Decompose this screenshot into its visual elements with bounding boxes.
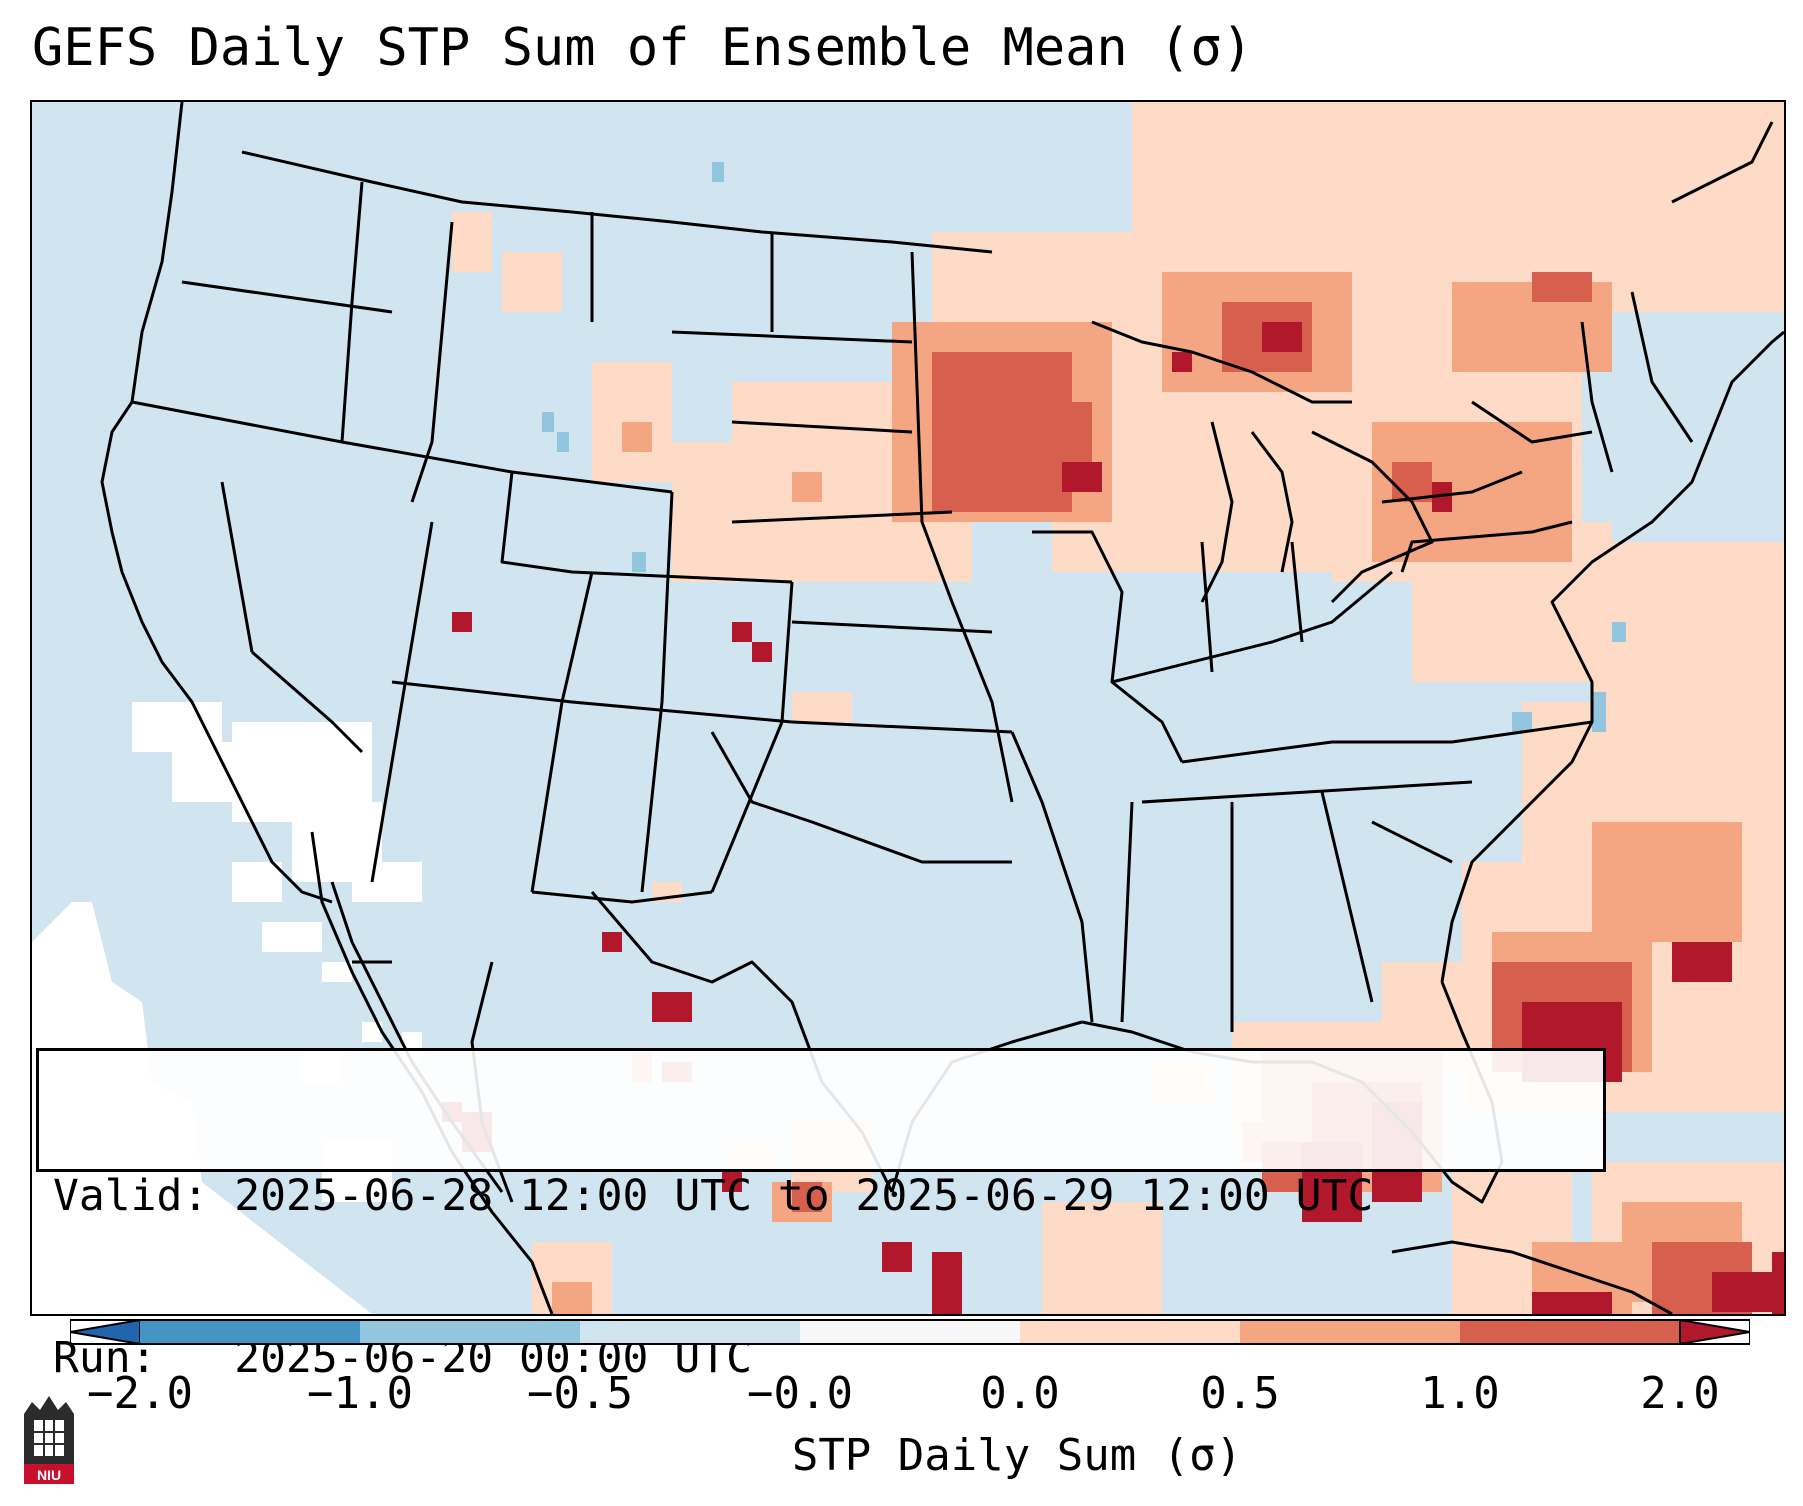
colorbar-tick-label: 0.5	[1200, 1368, 1280, 1419]
colorbar-segment	[1240, 1320, 1460, 1344]
colorbar-tick-label: −0.5	[527, 1368, 633, 1419]
colorbar-segments	[70, 1318, 1750, 1346]
stp-region-negative	[542, 162, 1626, 732]
colorbar-segment	[140, 1320, 360, 1344]
colorbar-segment	[1020, 1320, 1240, 1344]
colorbar-extend-low	[70, 1318, 141, 1346]
niu-logo-text: NIU	[37, 1467, 61, 1483]
colorbar-segment	[360, 1320, 580, 1344]
colorbar-segment	[1460, 1320, 1680, 1344]
niu-logo-badge	[24, 1464, 74, 1484]
valid-time-text: Valid: 2025-06-28 12:00 UTC to 2025-06-2…	[53, 1171, 1374, 1221]
colorbar-extend-high	[1679, 1318, 1750, 1346]
valid-run-info-box: Valid: 2025-06-28 12:00 UTC to 2025-06-2…	[36, 1048, 1606, 1383]
map-title: GEFS Daily STP Sum of Ensemble Mean (σ)	[32, 18, 1253, 78]
colorbar-segment	[800, 1320, 1020, 1344]
neutral-region-pacific	[32, 702, 422, 1314]
colorbar-tick-label: 2.0	[1640, 1368, 1720, 1419]
colorbar-tick-label: 1.0	[1420, 1368, 1500, 1419]
colorbar-label: STP Daily Sum (σ)	[791, 1430, 1243, 1481]
colorbar-tick-label: −1.0	[307, 1368, 413, 1419]
colorbar-tick-label: −0.0	[747, 1368, 853, 1419]
colorbar-segment	[580, 1320, 800, 1344]
colorbar	[70, 1318, 1750, 1346]
colorbar-tick-label: −2.0	[87, 1368, 193, 1419]
niu-logo-icon: NIU	[24, 1396, 74, 1484]
colorbar-outline	[70, 1319, 1750, 1345]
colorbar-tick-label: 0.0	[980, 1368, 1060, 1419]
